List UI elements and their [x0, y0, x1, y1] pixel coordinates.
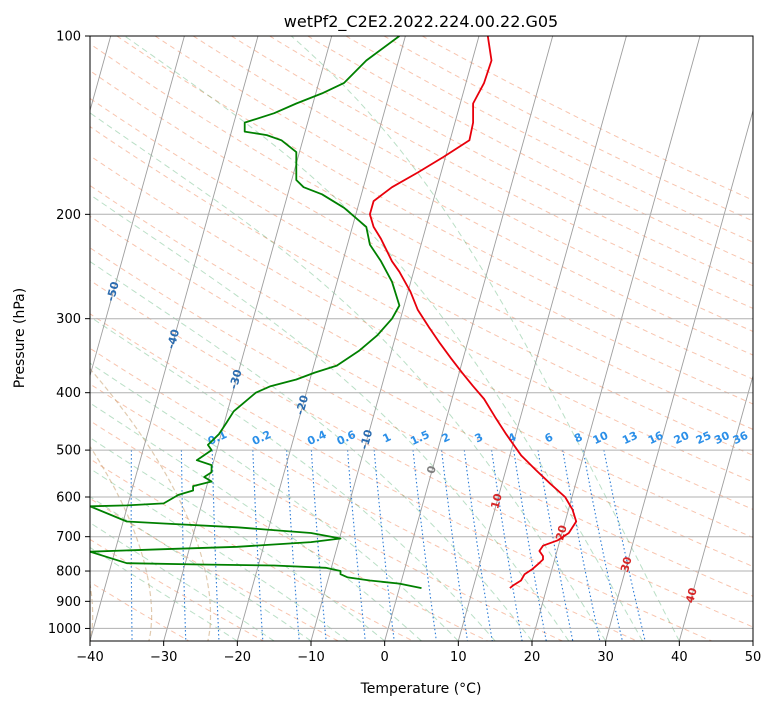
isotherm-line — [678, 374, 753, 641]
dry-adiabat — [90, 458, 414, 641]
isotherm-line — [90, 36, 259, 641]
mixing-ratio-label: 20 — [672, 429, 692, 447]
dry-adiabat — [90, 43, 753, 405]
guide-curve — [90, 367, 212, 641]
mixing-ratio-line — [211, 450, 220, 641]
isotherm-line — [605, 108, 753, 641]
mixing-ratio-line — [180, 450, 187, 641]
isotherm-line — [90, 36, 185, 378]
isotherm-line — [384, 36, 554, 641]
dry-adiabat — [231, 36, 753, 309]
x-axis-ticks: −40 −30 −20 −10 0 10 20 30 40 50 — [76, 641, 761, 665]
mixing-ratio-line — [252, 450, 264, 641]
moist-adiabat — [90, 402, 422, 641]
isotherm-label: 10 — [488, 492, 505, 511]
y-tick-label: 800 — [56, 565, 81, 580]
moist-adiabat — [90, 112, 607, 641]
mixing-ratio-label: 10 — [591, 429, 611, 447]
mixing-ratio-line — [347, 450, 366, 641]
x-tick-label: 0 — [381, 650, 389, 665]
y-tick-label: 600 — [56, 491, 81, 506]
x-tick-label: 40 — [671, 650, 688, 665]
x-tick-label: −10 — [297, 650, 324, 665]
isotherm-label: -10 — [357, 428, 375, 451]
temperature-line — [368, 36, 578, 589]
x-axis-title: Temperature (°C) — [360, 681, 482, 697]
dry-adiabat — [90, 215, 753, 568]
y-axis-ticks: 100 200 300 400 500 600 700 800 900 1000 — [48, 30, 90, 637]
y-tick-label: 300 — [56, 312, 81, 327]
dry-adiabat — [154, 36, 753, 356]
plot-frame — [89, 35, 754, 642]
isotherm-label: 30 — [618, 555, 635, 574]
isotherm-label: -50 — [104, 280, 122, 303]
isotherm-label: -40 — [164, 328, 182, 351]
chart-title: wetPf2_C2E2.2022.224.00.22.G05 — [284, 12, 558, 32]
mixing-ratio-line — [603, 449, 646, 641]
mixing-ratio-label: 30 — [712, 429, 732, 447]
isotherm-label: -20 — [293, 393, 311, 416]
dry-adiabat — [90, 538, 264, 641]
mixing-ratio-line — [286, 450, 300, 641]
mixing-ratio-line — [441, 450, 469, 641]
x-tick-label: −20 — [224, 650, 251, 665]
dry-adiabat — [307, 36, 753, 265]
isotherm-label: -30 — [227, 368, 245, 391]
y-tick-label: 1000 — [48, 622, 81, 637]
x-tick-label: 20 — [524, 650, 541, 665]
isotherm-line — [310, 36, 480, 641]
mixing-ratio-line — [412, 450, 437, 641]
moist-adiabat — [290, 36, 680, 641]
x-tick-label: −30 — [150, 650, 177, 665]
mixing-ratio-label: 16 — [646, 429, 666, 447]
y-axis-title: Pressure (hPa) — [12, 288, 28, 388]
moist-adiabat — [90, 362, 459, 641]
x-tick-label: 50 — [745, 650, 762, 665]
dry-adiabat — [421, 36, 753, 201]
dry-adiabat — [345, 36, 753, 243]
moist-adiabat — [90, 496, 312, 641]
y-tick-label: 400 — [56, 386, 81, 401]
dry-adiabat — [116, 36, 753, 380]
moist-adiabat — [90, 194, 570, 641]
y-tick-label: 200 — [56, 208, 81, 223]
x-tick-label: 10 — [450, 650, 467, 665]
y-tick-label: 500 — [56, 444, 81, 459]
dry-adiabat — [90, 126, 753, 483]
mixing-ratio-line — [582, 450, 623, 641]
dry-adiabat — [90, 313, 712, 641]
mixing-ratio-line — [463, 450, 493, 641]
y-tick-label: 700 — [56, 530, 81, 545]
mixing-ratio-label: 25 — [694, 429, 713, 447]
guide-curve — [90, 445, 153, 641]
isotherm-line — [236, 36, 406, 641]
x-tick-label: 30 — [597, 650, 614, 665]
x-tick-label: −40 — [76, 650, 103, 665]
isotherm-line — [457, 36, 627, 641]
dewpoint-line — [90, 36, 422, 589]
moist-adiabat — [124, 36, 643, 641]
plot-background — [90, 36, 753, 641]
moist-adiabat — [90, 260, 533, 641]
mixing-ratio-label: 36 — [731, 429, 751, 447]
mixing-ratio-line — [491, 450, 523, 641]
isotherm-line — [163, 36, 333, 641]
y-tick-label: 100 — [56, 30, 81, 45]
moist-adiabat — [90, 437, 386, 641]
isotherm-label: 40 — [683, 586, 700, 605]
y-tick-label: 900 — [56, 595, 81, 610]
profile-series — [90, 36, 578, 589]
mixing-ratio-line — [310, 450, 327, 641]
dry-adiabat — [90, 70, 753, 430]
isotherm-line — [531, 36, 701, 641]
dry-adiabat — [90, 383, 563, 641]
isotherm-label: 0 — [424, 464, 439, 475]
moist-adiabat — [90, 316, 496, 641]
mixing-ratio-label: 13 — [620, 429, 639, 447]
isotherm-label: 20 — [553, 523, 570, 542]
